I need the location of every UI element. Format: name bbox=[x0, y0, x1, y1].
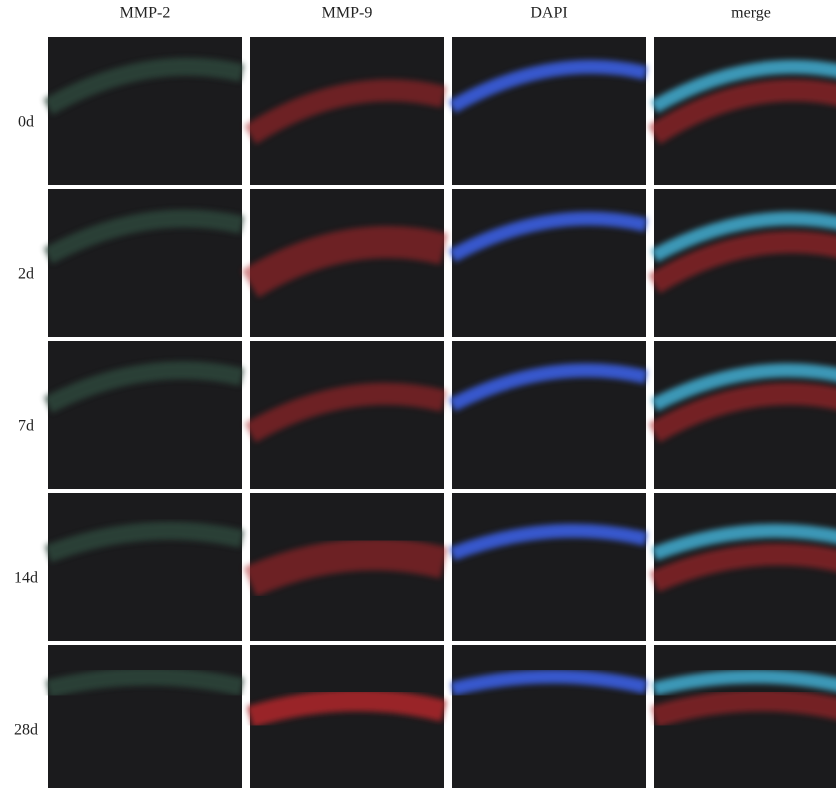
tissue-band bbox=[450, 669, 648, 696]
image-panel bbox=[648, 341, 836, 489]
row-label: 28d bbox=[14, 722, 38, 739]
tissue-band bbox=[648, 382, 836, 443]
image-panel bbox=[43, 189, 244, 337]
image-panel bbox=[650, 645, 836, 788]
panel-background bbox=[452, 341, 646, 489]
tissue-band bbox=[43, 361, 244, 414]
image-panel bbox=[449, 493, 648, 641]
panel-background bbox=[48, 493, 242, 641]
tissue-band bbox=[448, 363, 648, 412]
image-panel bbox=[241, 189, 448, 337]
row-label: 0d bbox=[18, 114, 34, 131]
image-panel bbox=[448, 341, 648, 489]
tissue-band bbox=[43, 57, 244, 115]
tissue-band bbox=[45, 667, 244, 698]
row-label: 2d bbox=[18, 266, 34, 283]
image-panel bbox=[244, 341, 447, 489]
image-panel bbox=[246, 645, 447, 788]
image-panel bbox=[244, 37, 447, 185]
tissue-band bbox=[448, 211, 648, 263]
tissue-band bbox=[650, 363, 836, 412]
image-panel bbox=[243, 493, 448, 641]
panel-background bbox=[452, 493, 646, 641]
panel-background bbox=[452, 189, 646, 337]
tissue-band bbox=[650, 59, 836, 114]
image-panel bbox=[450, 645, 648, 788]
image-panel bbox=[43, 341, 244, 489]
column-header: merge bbox=[731, 5, 771, 22]
panel-background bbox=[48, 645, 242, 788]
image-panel bbox=[43, 37, 244, 185]
tissue-band bbox=[650, 211, 836, 263]
image-panel bbox=[44, 493, 244, 641]
image-panel bbox=[648, 37, 836, 185]
panel-background bbox=[452, 37, 646, 185]
tissue-band bbox=[246, 689, 447, 728]
tissue-band bbox=[243, 538, 448, 597]
row-label: 14d bbox=[14, 570, 38, 587]
image-panel bbox=[649, 493, 836, 641]
tissue-band bbox=[651, 523, 836, 561]
tissue-band bbox=[244, 382, 447, 443]
image-panel bbox=[45, 645, 244, 788]
tissue-band bbox=[448, 59, 648, 114]
column-header: MMP-2 bbox=[120, 5, 171, 22]
tissue-band bbox=[652, 669, 836, 696]
image-panel bbox=[448, 37, 648, 185]
tissue-band bbox=[650, 689, 836, 728]
column-header: DAPI bbox=[530, 5, 567, 22]
image-panel bbox=[448, 189, 648, 337]
tissue-band bbox=[43, 209, 244, 264]
tissue-band bbox=[648, 231, 836, 294]
tissue-band bbox=[44, 521, 244, 563]
image-panel bbox=[648, 189, 836, 337]
tissue-band bbox=[648, 79, 836, 145]
row-label: 7d bbox=[18, 418, 34, 435]
tissue-band bbox=[241, 226, 448, 298]
tissue-band bbox=[244, 79, 447, 145]
panel-background bbox=[452, 645, 646, 788]
column-header: MMP-9 bbox=[322, 5, 373, 22]
tissue-band bbox=[449, 523, 648, 561]
tissue-band bbox=[649, 543, 836, 593]
